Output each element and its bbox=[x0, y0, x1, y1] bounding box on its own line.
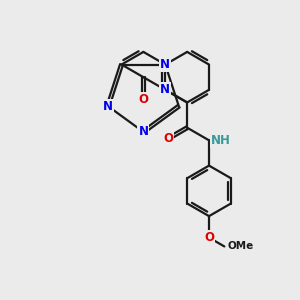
Text: N: N bbox=[160, 58, 170, 71]
Text: N: N bbox=[160, 83, 170, 96]
Text: N: N bbox=[103, 100, 113, 113]
Text: N: N bbox=[138, 125, 148, 138]
Text: NH: NH bbox=[211, 134, 230, 147]
Text: O: O bbox=[138, 93, 148, 106]
Text: O: O bbox=[164, 132, 174, 145]
Text: OMe: OMe bbox=[227, 242, 254, 251]
Text: O: O bbox=[204, 231, 214, 244]
